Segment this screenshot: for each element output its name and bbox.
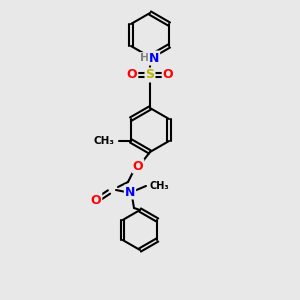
Text: S: S (146, 68, 154, 82)
Text: N: N (149, 52, 159, 64)
Text: N: N (125, 185, 135, 199)
Text: O: O (133, 160, 143, 172)
Text: H: H (140, 53, 150, 63)
Text: O: O (91, 194, 101, 206)
Text: CH₃: CH₃ (94, 136, 115, 146)
Text: O: O (127, 68, 137, 82)
Text: O: O (163, 68, 173, 82)
Text: CH₃: CH₃ (150, 181, 170, 191)
